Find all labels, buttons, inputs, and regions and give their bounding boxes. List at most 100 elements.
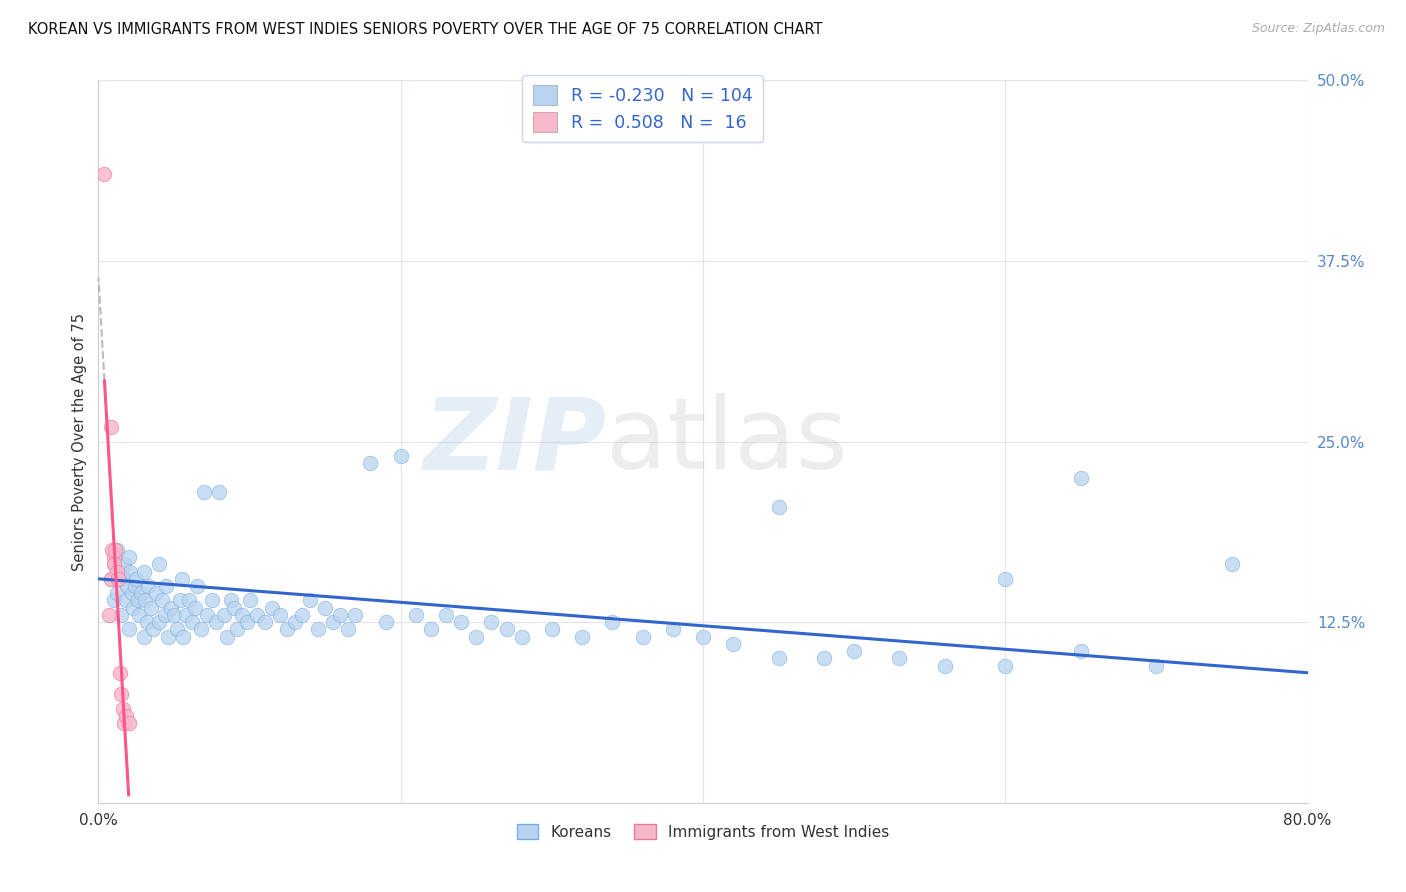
Point [122,600,145,615]
Point [510,630,533,644]
Point [276,623,298,637]
Point [111,702,134,716]
Point [1220,558,1243,572]
Point [221,593,243,607]
Point [132,630,155,644]
Point [136,579,159,593]
Point [112,558,135,572]
Point [110,607,132,622]
Point [1070,644,1092,658]
Point [269,607,291,622]
Point [994,658,1017,673]
Point [100,572,122,586]
Point [103,550,125,565]
Point [262,600,284,615]
Point [98,607,121,622]
Point [114,593,136,607]
Point [336,623,359,637]
Point [120,565,142,579]
Point [142,623,165,637]
Point [93,167,115,181]
Point [322,615,344,630]
Point [994,572,1017,586]
Text: atlas: atlas [606,393,848,490]
Point [465,630,488,644]
Point [118,623,141,637]
Point [103,558,125,572]
Point [150,593,173,607]
Point [153,607,176,622]
Point [110,565,132,579]
Point [405,607,427,622]
Point [127,593,149,607]
Point [374,615,396,630]
Point [723,637,745,651]
Point [934,658,956,673]
Point [108,665,131,680]
Point [889,651,911,665]
Point [107,572,129,586]
Point [284,615,307,630]
Point [156,630,179,644]
Point [163,607,186,622]
Point [420,623,443,637]
Point [172,630,194,644]
Point [148,615,170,630]
Point [124,579,146,593]
Point [231,607,253,622]
Point [103,558,125,572]
Point [125,572,148,586]
Point [235,615,257,630]
Point [160,600,183,615]
Point [299,593,322,607]
Point [540,623,562,637]
Point [110,687,132,701]
Point [450,615,472,630]
Point [105,565,128,579]
Point [121,586,143,600]
Point [434,607,457,622]
Point [481,615,503,630]
Point [155,579,177,593]
Point [212,607,235,622]
Point [179,593,201,607]
Point [100,572,122,586]
Point [314,600,336,615]
Point [145,586,167,600]
Point [768,651,790,665]
Text: Source: ZipAtlas.com: Source: ZipAtlas.com [1251,22,1385,36]
Point [602,615,624,630]
Point [195,607,218,622]
Point [112,716,135,731]
Point [100,420,122,434]
Point [1070,470,1092,484]
Point [114,709,136,723]
Point [571,630,593,644]
Point [253,615,276,630]
Point [1144,658,1167,673]
Point [105,586,128,600]
Point [329,607,352,622]
Point [813,651,835,665]
Point [148,558,170,572]
Point [193,485,215,500]
Point [661,623,683,637]
Point [111,572,134,586]
Point [208,485,231,500]
Point [307,623,329,637]
Point [239,593,262,607]
Point [224,600,246,615]
Point [201,593,224,607]
Y-axis label: Seniors Poverty Over the Age of 75: Seniors Poverty Over the Age of 75 [72,312,87,571]
Point [344,607,367,622]
Point [134,593,156,607]
Point [129,586,152,600]
Point [118,550,141,565]
Point [190,623,212,637]
Point [166,623,188,637]
Point [105,542,128,557]
Point [174,607,197,622]
Legend: Koreans, Immigrants from West Indies: Koreans, Immigrants from West Indies [510,818,896,846]
Point [631,630,654,644]
Point [768,500,790,514]
